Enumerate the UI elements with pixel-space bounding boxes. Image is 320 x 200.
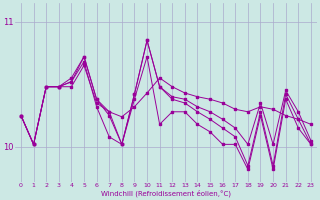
X-axis label: Windchill (Refroidissement éolien,°C): Windchill (Refroidissement éolien,°C) bbox=[101, 190, 231, 197]
